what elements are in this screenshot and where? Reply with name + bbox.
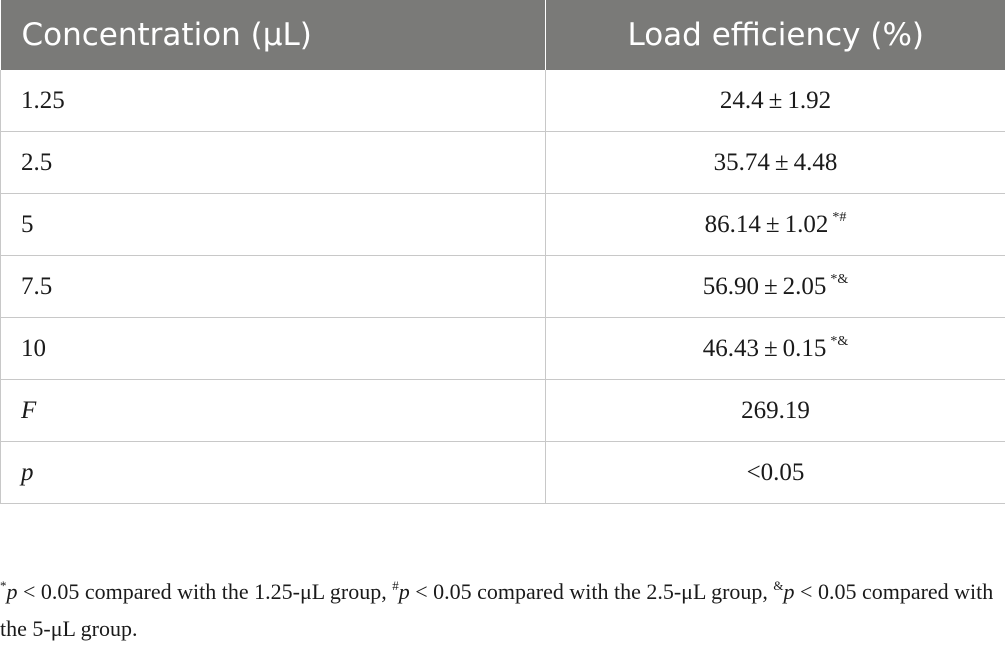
cell-concentration: 7.5 [1,256,546,318]
footnote-symbol: & [773,578,783,593]
cell-efficiency: 35.74 ± 4.48 [546,132,1005,194]
efficiency-value: 35.74 ± 4.48 [714,149,838,176]
efficiency-value: 46.43 ± 0.15 [703,335,827,362]
results-table: Concentration (μL) Load efficiency (%) 1… [0,0,1005,504]
footnote-text: < 0.05 compared with the 2.5-μL group, [410,579,774,604]
cell-concentration: 10 [1,318,546,380]
cell-efficiency: 56.90 ± 2.05*& [546,256,1005,318]
footnote-p: p [784,579,795,604]
table-row: 2.5 35.74 ± 4.48 [1,132,1005,194]
cell-statistic-value: 269.19 [546,380,1005,442]
significance-marks: *& [830,334,848,349]
significance-marks: *# [832,210,846,225]
cell-statistic-label: F [1,380,546,442]
cell-efficiency: 46.43 ± 0.15*& [546,318,1005,380]
cell-efficiency: 24.4 ± 1.92 [546,70,1005,132]
cell-concentration: 5 [1,194,546,256]
cell-statistic-label: p [1,442,546,504]
significance-marks: *& [830,272,848,287]
table-row: 1.25 24.4 ± 1.92 [1,70,1005,132]
cell-concentration: 2.5 [1,132,546,194]
table-row: 10 46.43 ± 0.15*& [1,318,1005,380]
header-load-efficiency: Load efficiency (%) [546,0,1005,70]
cell-statistic-value: <0.05 [546,442,1005,504]
footnote-p: p [399,579,410,604]
footnote-p: p [7,579,18,604]
header-concentration: Concentration (μL) [1,0,546,70]
cell-concentration: 1.25 [1,70,546,132]
table-row: F 269.19 [1,380,1005,442]
table-row: 5 86.14 ± 1.02*# [1,194,1005,256]
table-footnote: *p < 0.05 compared with the 1.25-μL grou… [0,567,1000,647]
efficiency-value: 86.14 ± 1.02 [705,211,829,238]
table-header-row: Concentration (μL) Load efficiency (%) [1,0,1005,70]
footnote-text: < 0.05 compared with the 1.25-μL group, [18,579,393,604]
table-row: 7.5 56.90 ± 2.05*& [1,256,1005,318]
efficiency-value: 24.4 ± 1.92 [720,87,831,114]
table-row: p <0.05 [1,442,1005,504]
cell-efficiency: 86.14 ± 1.02*# [546,194,1005,256]
efficiency-value: 56.90 ± 2.05 [703,273,827,300]
